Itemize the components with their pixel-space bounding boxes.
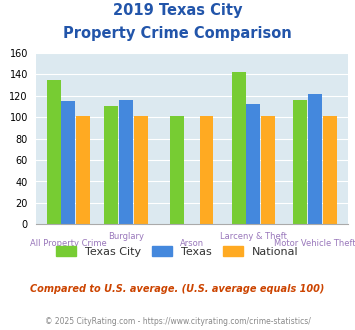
Bar bbox=[246, 104, 260, 224]
Bar bbox=[170, 116, 184, 224]
Bar bbox=[200, 116, 213, 224]
Text: © 2025 CityRating.com - https://www.cityrating.com/crime-statistics/: © 2025 CityRating.com - https://www.city… bbox=[45, 317, 310, 326]
Bar bbox=[293, 100, 307, 224]
Bar bbox=[261, 116, 275, 224]
Bar bbox=[231, 72, 246, 224]
Text: 2019 Texas City: 2019 Texas City bbox=[113, 3, 242, 18]
Bar bbox=[104, 106, 118, 224]
Legend: Texas City, Texas, National: Texas City, Texas, National bbox=[53, 243, 302, 261]
Text: All Property Crime: All Property Crime bbox=[30, 240, 107, 248]
Bar bbox=[119, 100, 133, 224]
Text: Arson: Arson bbox=[180, 240, 204, 248]
Text: Motor Vehicle Theft: Motor Vehicle Theft bbox=[274, 240, 355, 248]
Bar bbox=[134, 116, 148, 224]
Bar bbox=[308, 93, 322, 224]
Bar bbox=[47, 80, 61, 224]
Bar bbox=[61, 101, 75, 224]
Text: Compared to U.S. average. (U.S. average equals 100): Compared to U.S. average. (U.S. average … bbox=[30, 284, 325, 294]
Text: Burglary: Burglary bbox=[108, 232, 144, 241]
Text: Property Crime Comparison: Property Crime Comparison bbox=[63, 26, 292, 41]
Text: Larceny & Theft: Larceny & Theft bbox=[220, 232, 287, 241]
Bar bbox=[76, 116, 90, 224]
Bar bbox=[323, 116, 337, 224]
